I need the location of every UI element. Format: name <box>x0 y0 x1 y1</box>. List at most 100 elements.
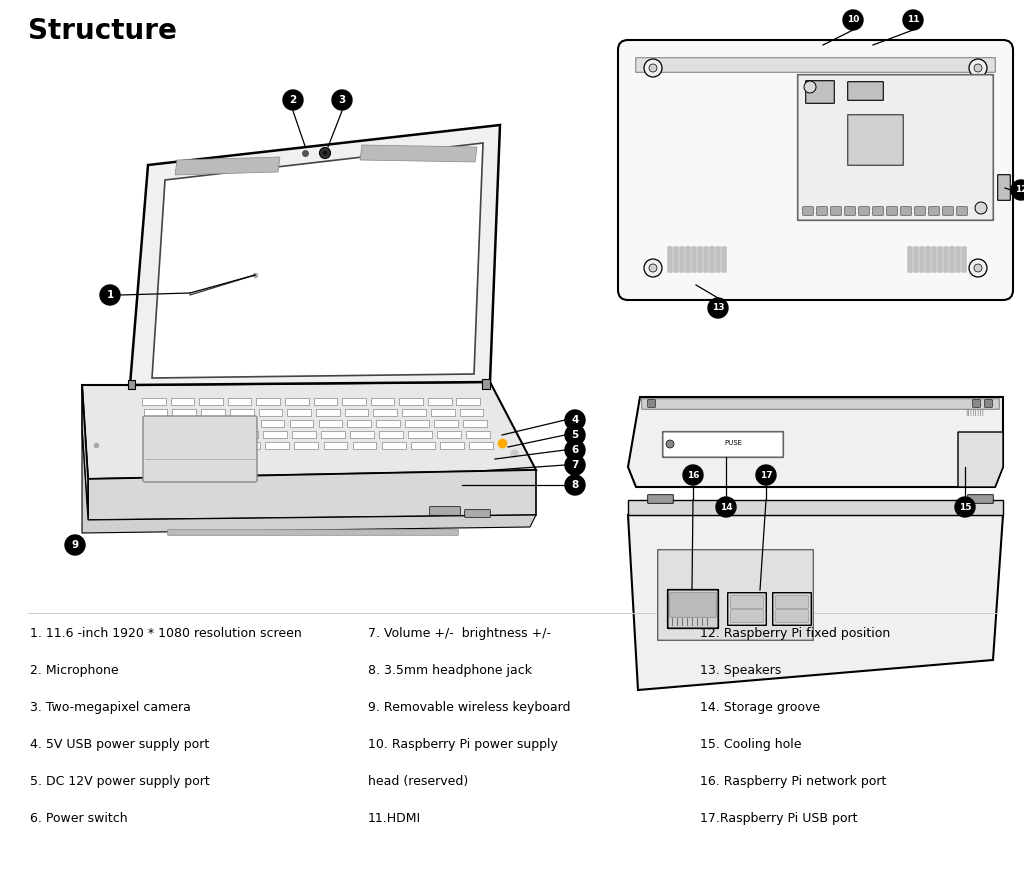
Polygon shape <box>88 470 536 520</box>
Circle shape <box>756 465 776 485</box>
FancyBboxPatch shape <box>776 596 808 608</box>
Polygon shape <box>374 409 397 416</box>
Text: head (reserved): head (reserved) <box>368 775 468 788</box>
FancyBboxPatch shape <box>848 81 884 101</box>
Circle shape <box>65 535 85 555</box>
Circle shape <box>565 425 585 445</box>
FancyBboxPatch shape <box>956 206 968 215</box>
FancyBboxPatch shape <box>710 247 715 272</box>
Polygon shape <box>176 431 200 438</box>
FancyBboxPatch shape <box>670 592 717 617</box>
Polygon shape <box>402 409 426 416</box>
FancyBboxPatch shape <box>968 494 993 503</box>
Circle shape <box>843 10 863 30</box>
Text: 3. Two-megapixel camera: 3. Two-megapixel camera <box>30 701 190 714</box>
FancyBboxPatch shape <box>798 74 993 220</box>
Polygon shape <box>411 442 434 449</box>
Circle shape <box>332 90 352 110</box>
Circle shape <box>804 81 816 93</box>
Circle shape <box>974 264 982 272</box>
FancyBboxPatch shape <box>997 175 1011 200</box>
Polygon shape <box>466 431 489 438</box>
Polygon shape <box>440 442 464 449</box>
Polygon shape <box>460 409 483 416</box>
Polygon shape <box>371 398 394 404</box>
FancyBboxPatch shape <box>697 247 702 272</box>
Polygon shape <box>347 420 371 427</box>
FancyBboxPatch shape <box>872 206 884 215</box>
Polygon shape <box>82 382 536 479</box>
Circle shape <box>565 410 585 430</box>
Circle shape <box>975 202 987 214</box>
FancyBboxPatch shape <box>773 592 811 626</box>
Text: 11: 11 <box>906 16 920 24</box>
FancyBboxPatch shape <box>430 507 461 515</box>
Polygon shape <box>207 442 230 449</box>
Polygon shape <box>294 442 318 449</box>
Circle shape <box>644 59 662 77</box>
Polygon shape <box>236 442 260 449</box>
Circle shape <box>666 440 674 448</box>
Polygon shape <box>318 420 342 427</box>
Polygon shape <box>227 398 252 404</box>
Polygon shape <box>288 409 311 416</box>
FancyBboxPatch shape <box>731 610 763 622</box>
Circle shape <box>565 455 585 475</box>
Polygon shape <box>178 442 202 449</box>
Polygon shape <box>482 379 490 389</box>
Text: 8: 8 <box>571 480 579 490</box>
Polygon shape <box>172 409 196 416</box>
Polygon shape <box>201 409 225 416</box>
Polygon shape <box>321 431 345 438</box>
Circle shape <box>716 497 736 517</box>
Polygon shape <box>360 145 477 162</box>
Text: 1: 1 <box>106 290 114 300</box>
FancyBboxPatch shape <box>703 247 709 272</box>
FancyBboxPatch shape <box>949 247 954 272</box>
Circle shape <box>649 264 657 272</box>
Text: 16. Raspberry Pi network port: 16. Raspberry Pi network port <box>700 775 887 788</box>
Circle shape <box>969 59 987 77</box>
Polygon shape <box>146 431 171 438</box>
Text: 9: 9 <box>72 540 79 550</box>
Text: 1. 11.6 -inch 1920 * 1080 resolution screen: 1. 11.6 -inch 1920 * 1080 resolution scr… <box>30 627 302 640</box>
Circle shape <box>683 465 703 485</box>
Polygon shape <box>148 442 172 449</box>
FancyBboxPatch shape <box>845 206 855 215</box>
FancyBboxPatch shape <box>731 596 763 608</box>
Polygon shape <box>431 409 455 416</box>
Text: 7. Volume +/-  brightness +/-: 7. Volume +/- brightness +/- <box>368 627 551 640</box>
Polygon shape <box>145 420 169 427</box>
Polygon shape <box>82 385 88 520</box>
FancyBboxPatch shape <box>830 206 842 215</box>
FancyBboxPatch shape <box>848 115 903 165</box>
FancyBboxPatch shape <box>859 206 869 215</box>
Text: 7: 7 <box>571 460 579 470</box>
Polygon shape <box>399 398 423 404</box>
FancyBboxPatch shape <box>806 80 835 103</box>
FancyBboxPatch shape <box>686 247 690 272</box>
FancyBboxPatch shape <box>680 247 684 272</box>
FancyBboxPatch shape <box>636 58 995 73</box>
FancyBboxPatch shape <box>907 247 912 272</box>
FancyBboxPatch shape <box>642 399 999 410</box>
Polygon shape <box>290 420 313 427</box>
FancyBboxPatch shape <box>668 590 718 628</box>
Polygon shape <box>379 431 402 438</box>
Polygon shape <box>265 442 289 449</box>
Text: 10: 10 <box>847 16 859 24</box>
Polygon shape <box>376 420 400 427</box>
Circle shape <box>319 148 331 158</box>
Circle shape <box>649 64 657 72</box>
Polygon shape <box>263 431 287 438</box>
Circle shape <box>323 150 328 156</box>
Polygon shape <box>128 380 135 389</box>
Polygon shape <box>256 398 280 404</box>
FancyBboxPatch shape <box>657 550 813 640</box>
Polygon shape <box>261 420 285 427</box>
FancyBboxPatch shape <box>728 592 766 626</box>
Text: 6: 6 <box>571 445 579 455</box>
Polygon shape <box>628 515 1002 690</box>
Circle shape <box>955 497 975 517</box>
FancyBboxPatch shape <box>985 400 992 407</box>
